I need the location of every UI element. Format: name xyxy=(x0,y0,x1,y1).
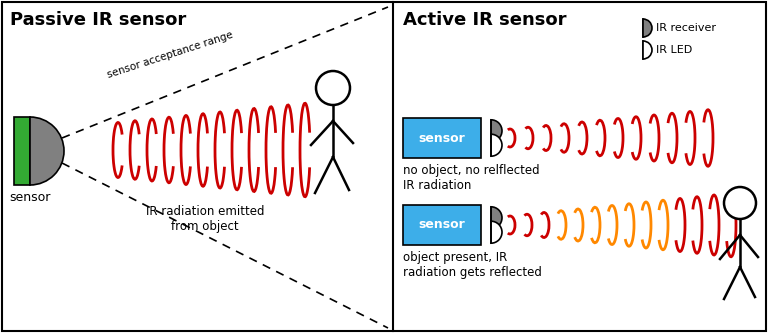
Wedge shape xyxy=(643,41,652,59)
Wedge shape xyxy=(491,207,502,229)
Wedge shape xyxy=(491,120,502,142)
Wedge shape xyxy=(491,221,502,243)
Text: object present, IR
radiation gets reflected: object present, IR radiation gets reflec… xyxy=(403,251,542,279)
Text: IR LED: IR LED xyxy=(656,45,692,55)
Bar xyxy=(14,117,30,185)
Text: IR radiation emitted
from object: IR radiation emitted from object xyxy=(146,205,264,233)
Text: sensor acceptance range: sensor acceptance range xyxy=(106,30,234,80)
Text: IR receiver: IR receiver xyxy=(656,23,716,33)
Wedge shape xyxy=(30,117,64,185)
Text: Active IR sensor: Active IR sensor xyxy=(403,11,567,29)
Circle shape xyxy=(724,187,756,219)
Text: sensor: sensor xyxy=(9,191,51,204)
Wedge shape xyxy=(643,19,652,37)
Circle shape xyxy=(316,71,350,105)
Bar xyxy=(403,118,481,158)
Text: Passive IR sensor: Passive IR sensor xyxy=(10,11,187,29)
Text: sensor: sensor xyxy=(419,218,465,231)
Text: sensor: sensor xyxy=(419,132,465,145)
Text: no object, no relflected
IR radiation: no object, no relflected IR radiation xyxy=(403,164,540,192)
Wedge shape xyxy=(491,134,502,156)
Bar xyxy=(403,205,481,245)
